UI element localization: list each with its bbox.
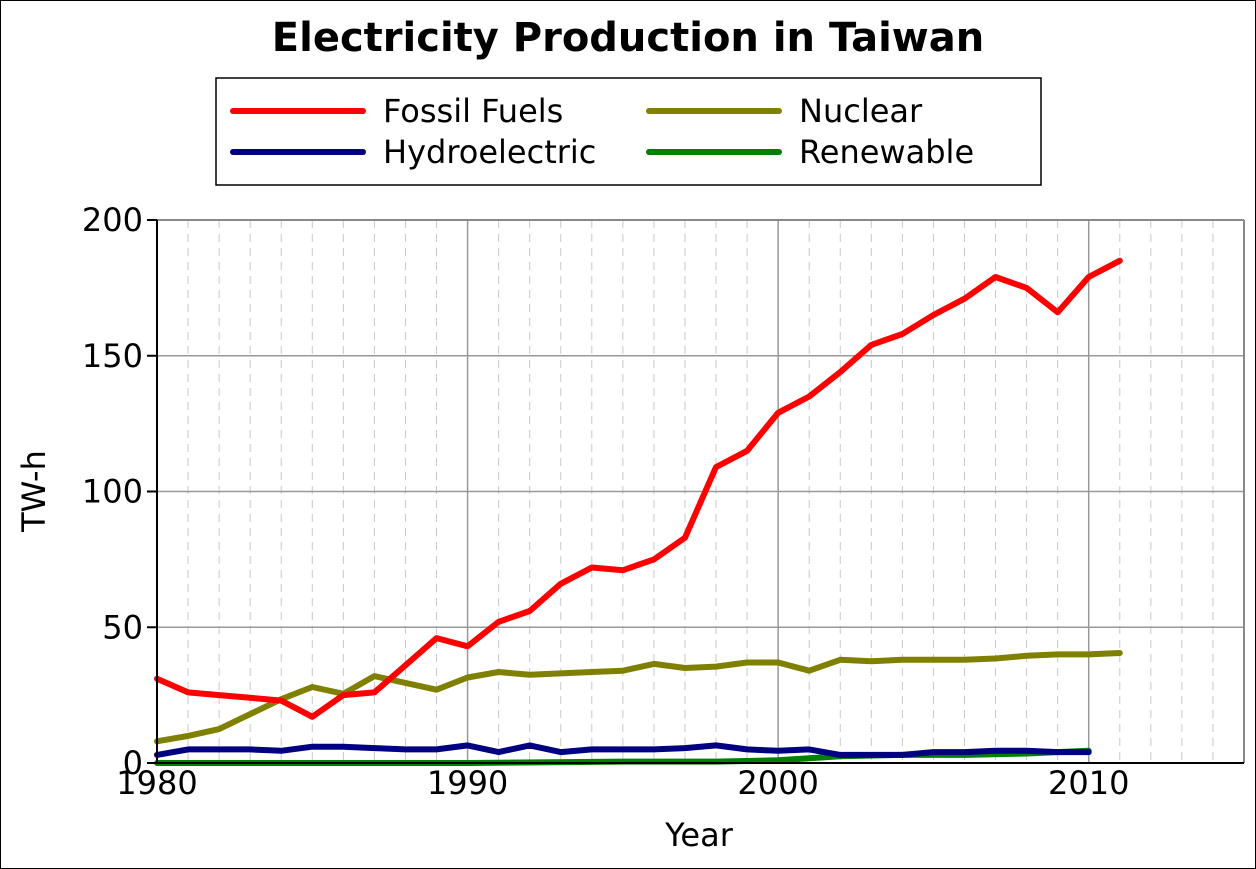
y-axis-label: TW-h: [15, 450, 53, 533]
y-tick-label: 200: [82, 201, 143, 239]
x-tick-label: 1980: [116, 764, 197, 802]
series-line-hydroelectric: [154, 742, 1092, 758]
series-lines: [154, 257, 1123, 766]
series-line-fossil-fuels: [154, 257, 1123, 720]
legend-label-fossil-fuels: Fossil Fuels: [383, 92, 563, 130]
x-tick-label: 2000: [737, 764, 818, 802]
tick-labels: 1980 1990 2000 2010 0 50 100 150 200: [82, 201, 1130, 802]
legend-label-hydroelectric: Hydroelectric: [383, 133, 596, 171]
x-tick-label: 2010: [1048, 764, 1129, 802]
axes: [147, 219, 1245, 764]
legend-box: [215, 77, 1042, 186]
x-tick-label: 1990: [427, 764, 508, 802]
y-tick-label: 100: [82, 473, 143, 511]
legend: Fossil Fuels Hydroelectric Nuclear Renew…: [215, 77, 1042, 186]
legend-label-nuclear: Nuclear: [799, 92, 923, 130]
x-axis-label: Year: [664, 816, 734, 854]
series-line-nuclear: [154, 650, 1123, 745]
y-tick-label: 150: [82, 337, 143, 375]
legend-label-renewable: Renewable: [799, 133, 974, 171]
grid-lines: [157, 220, 1244, 763]
y-tick-label: 0: [123, 744, 143, 782]
chart-title: Electricity Production in Taiwan: [272, 15, 984, 61]
y-tick-label: 50: [102, 608, 143, 646]
